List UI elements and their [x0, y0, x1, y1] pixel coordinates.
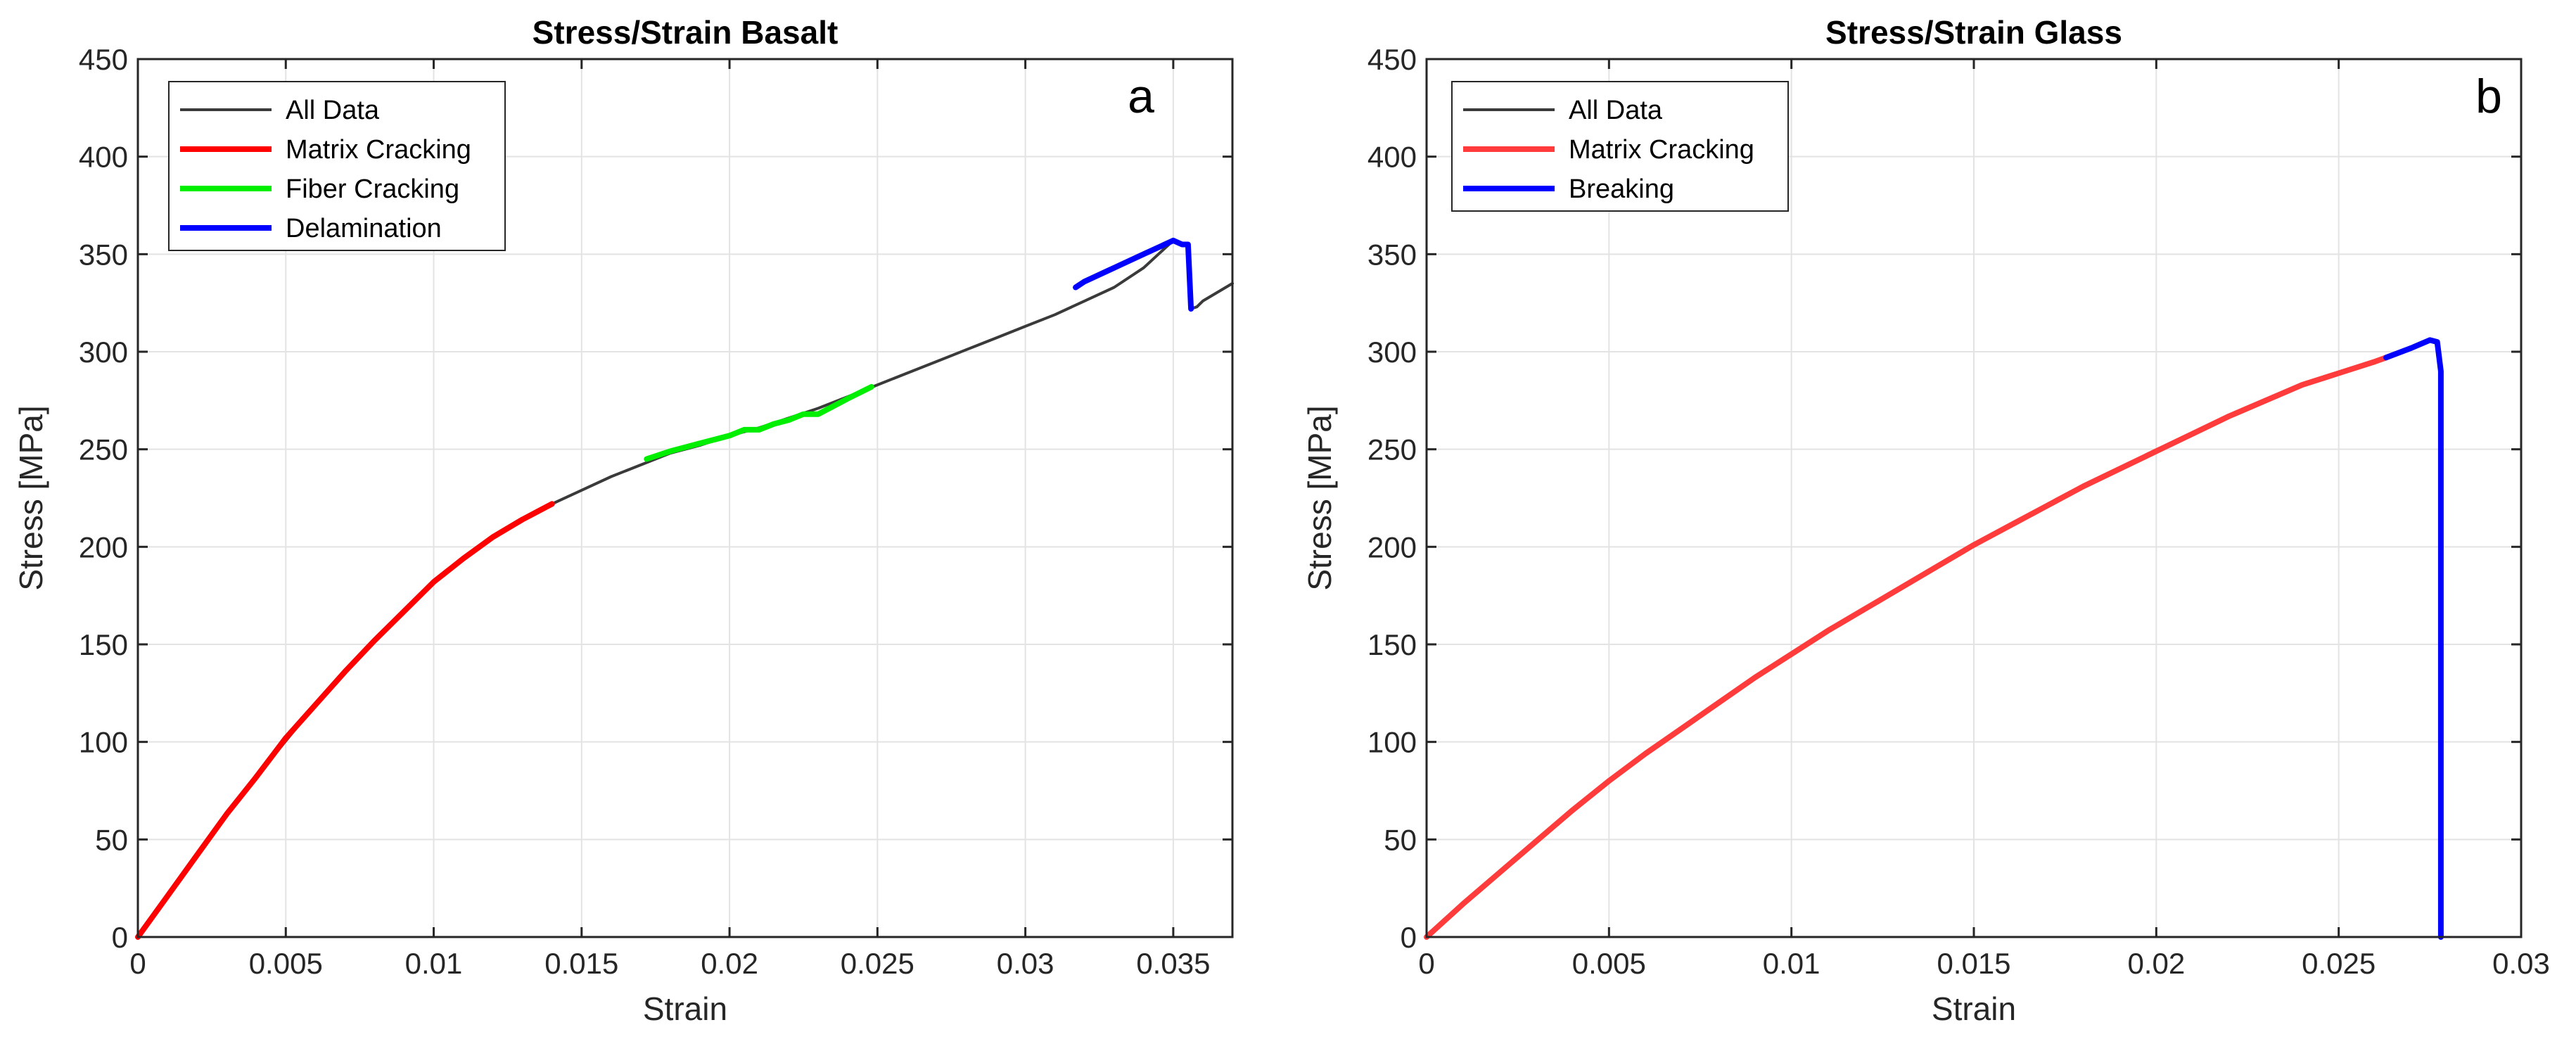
panel-a-x-tick-label-6: 0.03	[997, 947, 1054, 980]
panel-b-y-tick-label-4: 200	[1367, 530, 1417, 563]
panel-a-y-tick-label-8: 400	[79, 141, 128, 174]
panel-a-legend-label-fiber-cracking: Fiber Cracking	[286, 174, 459, 204]
panel-b-x-tick-label-3: 0.015	[1937, 947, 2010, 980]
panel-a-legend: All Data Matrix Cracking Fiber Cracking Del…	[168, 81, 506, 251]
panel-a-y-tick-label-9: 450	[79, 43, 128, 76]
panel-a-x-tick-label-7: 0.035	[1136, 947, 1210, 980]
panel-b-y-tick-label-2: 100	[1367, 726, 1417, 759]
panel-a-y-tick-label-5: 250	[79, 433, 128, 466]
panel-b-y-tick-label-6: 300	[1367, 336, 1417, 369]
panel-a-axes-box	[136, 58, 1234, 938]
panel-a-y-tick-label-3: 150	[79, 628, 128, 661]
panel-a-x-tick-label-5: 0.025	[841, 947, 914, 980]
panel-a-y-tick-label-0: 0	[112, 921, 128, 954]
panel-a-chart: 0 0.005 0.01 0.015 0.02 0.025 0.03 0.035 0 50 100 1…	[13, 14, 1234, 1027]
panel-b-title: Stress/Strain Glass	[1825, 14, 2122, 51]
panel-a-legend-label-all-data: All Data	[286, 96, 380, 125]
panel-b-y-axis-label: Stress [MPa]	[1301, 405, 1338, 590]
panel-a-panel-letter: a	[1128, 70, 1154, 123]
panel-a-series-line-delamination	[1073, 237, 1194, 312]
panel-a-y-tick-label-4: 200	[79, 530, 128, 563]
panel-a-x-axis-label: Strain	[643, 990, 727, 1027]
panel-a-y-axis-label: Stress [MPa]	[13, 405, 49, 590]
panel-b-y-tick-label-7: 350	[1367, 238, 1417, 271]
panel-a-x-tick-label-2: 0.01	[405, 947, 463, 980]
panel-b-x-tick-label-4: 0.02	[2127, 947, 2185, 980]
panel-a-y-tick-label-2: 100	[79, 726, 128, 759]
panel-b-legend-label-breaking: Breaking	[1569, 174, 1674, 204]
panel-b-series-line-breaking	[2383, 337, 2444, 940]
panel-b-y-tick-label-9: 450	[1367, 43, 1417, 76]
panel-a-x-tick-label-1: 0.005	[249, 947, 323, 980]
panel-a-y-tick-label-7: 350	[79, 238, 128, 271]
panel-b-x-tick-label-6: 0.03	[2492, 947, 2550, 980]
panel-b-legend: All Data Matrix Cracking Breaking	[1451, 81, 1789, 212]
panel-b-y-tick-label-3: 150	[1367, 628, 1417, 661]
panel-b-x-tick-label-0: 0	[1418, 947, 1434, 980]
panel-a-series-line-fiber-cracking	[644, 383, 874, 462]
panel-a-legend-label-matrix-cracking: Matrix Cracking	[286, 135, 471, 165]
panel-b-y-tick-label-0: 0	[1401, 921, 1417, 954]
panel-a-y-tick-label-6: 300	[79, 336, 128, 369]
panel-b-x-tick-label-2: 0.01	[1763, 947, 1821, 980]
panel-b-series-line-matrix-cracking	[1424, 355, 2390, 940]
panel-b-legend-label-matrix-cracking: Matrix Cracking	[1569, 135, 1754, 165]
panel-b-panel-letter: b	[2475, 70, 2502, 123]
panel-b-y-tick-label-5: 250	[1367, 433, 1417, 466]
panel-a-title: Stress/Strain Basalt	[533, 14, 839, 51]
panel-b-legend-label-all-data: All Data	[1569, 96, 1663, 125]
panel-a-x-tick-label-0: 0	[129, 947, 146, 980]
panel-a-series-line-matrix-cracking	[135, 501, 555, 940]
panel-a-y-tick-label-1: 50	[95, 823, 128, 856]
panel-b-x-tick-label-5: 0.025	[2302, 947, 2376, 980]
panel-b-x-tick-label-1: 0.005	[1572, 947, 1646, 980]
panel-a-x-tick-label-4: 0.02	[701, 947, 758, 980]
panel-b-y-tick-label-1: 50	[1384, 823, 1417, 856]
panel-a-legend-label-delamination: Delamination	[286, 214, 442, 243]
panel-b-y-tick-label-8: 400	[1367, 141, 1417, 174]
panel-a-x-tick-label-3: 0.015	[544, 947, 618, 980]
panel-b-x-axis-label: Strain	[1932, 990, 2016, 1027]
panel-b-chart: 0 0.005 0.01 0.015 0.02 0.025 0.03 0 50 100 150 200…	[1301, 14, 2550, 1027]
